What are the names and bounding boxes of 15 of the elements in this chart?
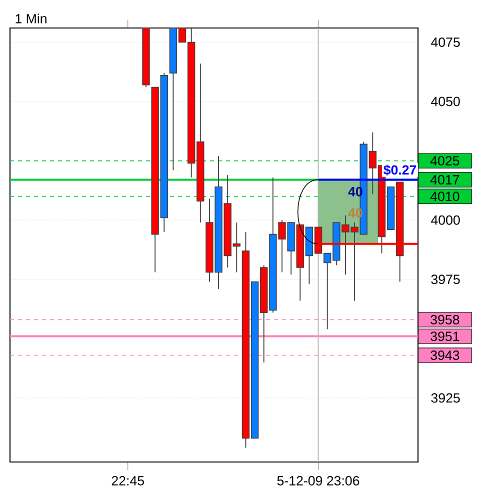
ref-line-label: 4010 [430,192,460,202]
y-tick-label: 4000 [431,215,460,225]
ref-line-label: 3943 [430,350,460,360]
y-tick-label: 4075 [431,38,460,47]
chart-title: 1 Min [16,14,46,24]
y-tick-label: 3975 [431,274,460,284]
y-tick-label: 4050 [431,96,460,106]
ref-line-label: 3951 [430,332,460,342]
y-tick-label: 3925 [431,393,460,403]
ref-line-label: 3958 [430,314,460,324]
ref-line-label: 4025 [430,156,460,166]
ref-line-label: 4017 [430,175,460,184]
annotation: $0.27 [384,164,416,176]
x-tick-label: 22:45 [112,476,144,486]
x-tick-label: 5-12-09 23:06 [277,476,360,486]
